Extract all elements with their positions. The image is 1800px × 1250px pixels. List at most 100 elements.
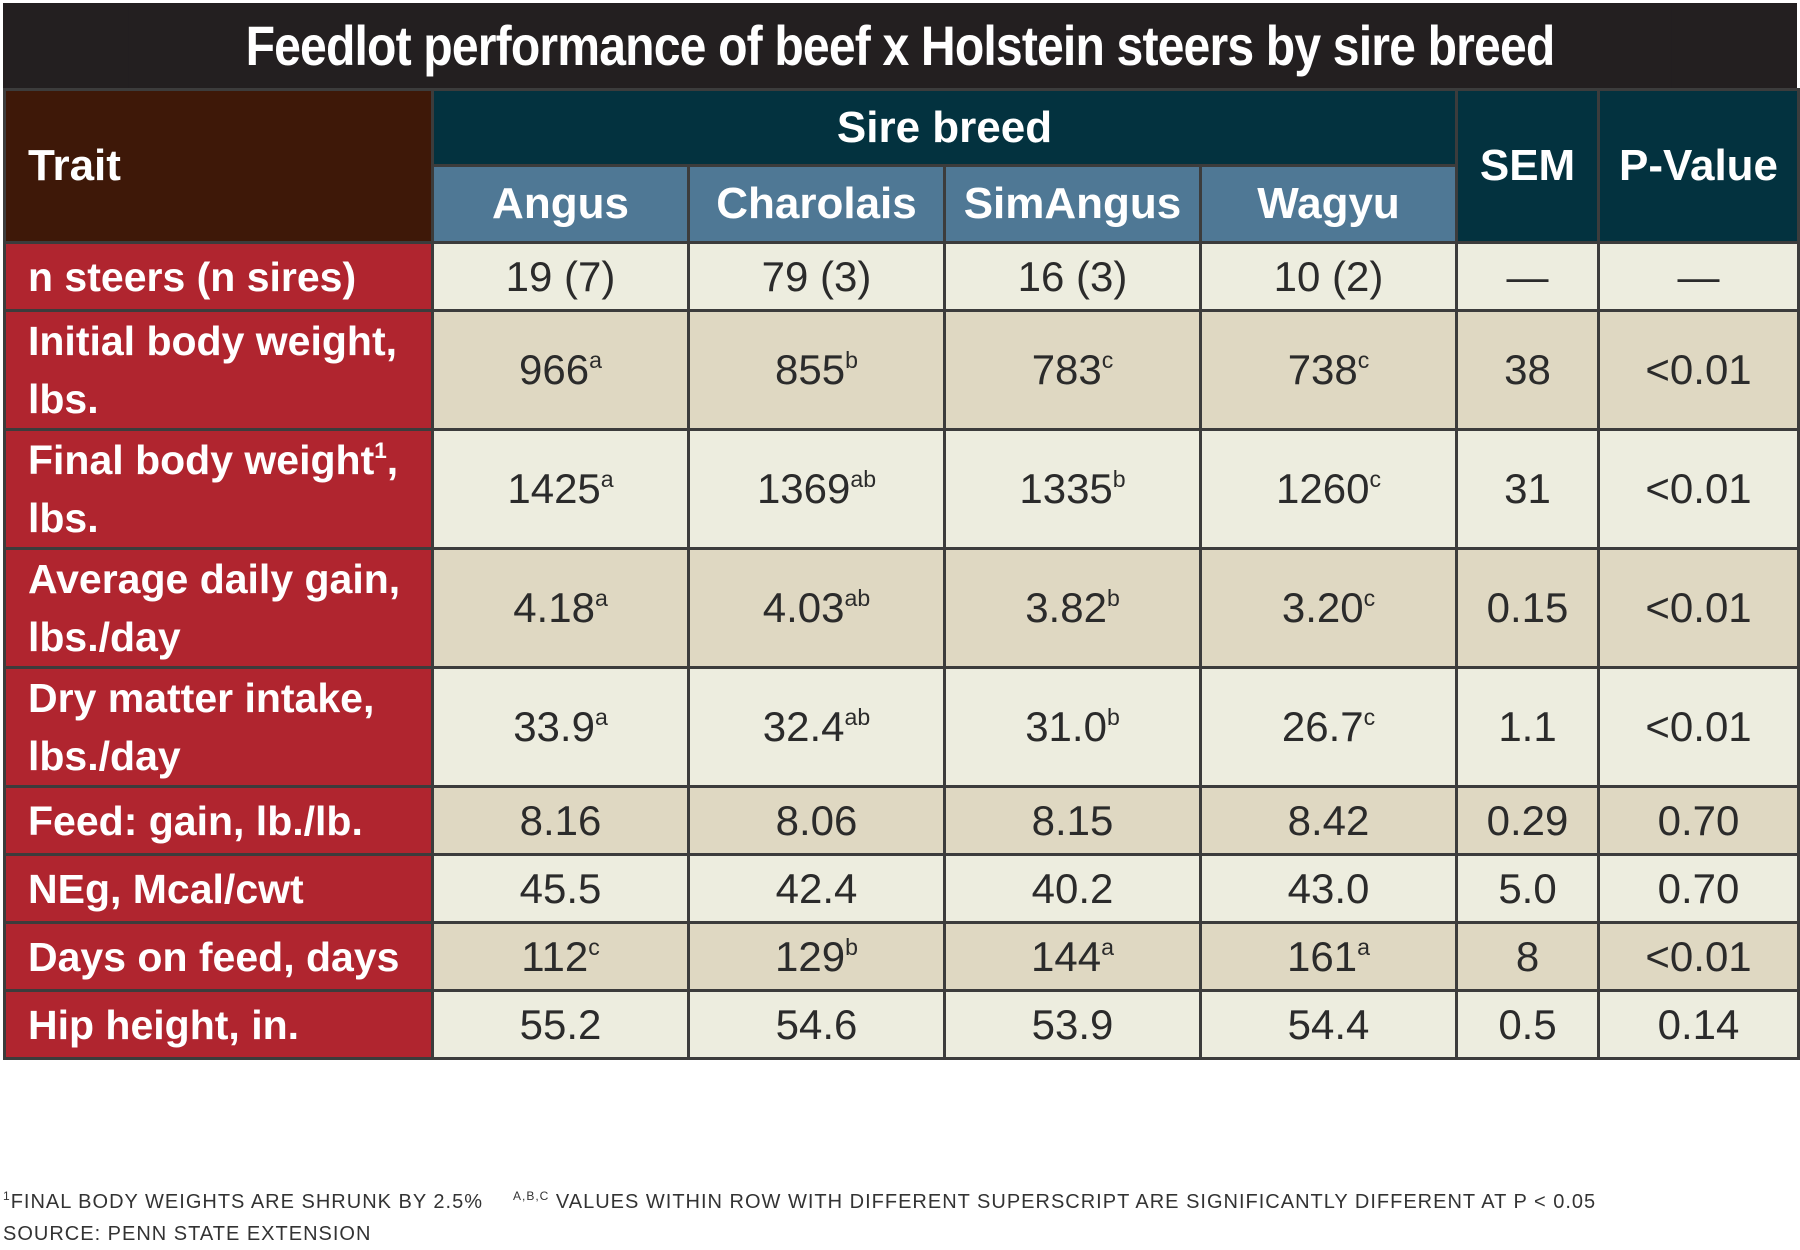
value-cell: 855b bbox=[687, 309, 946, 431]
value-number: 966 bbox=[519, 346, 590, 393]
value-number: 144 bbox=[1031, 932, 1102, 980]
value-number: 31.0 bbox=[1025, 703, 1107, 750]
value-superscript: c bbox=[588, 933, 600, 960]
p-value-cell: <0.01 bbox=[1597, 666, 1800, 788]
value-number: 10 (2) bbox=[1273, 252, 1384, 300]
value-cell: 40.2 bbox=[943, 853, 1202, 924]
value-number: 32.4 bbox=[762, 703, 845, 750]
value-number: 33.9 bbox=[513, 703, 595, 750]
value-number: 53.9 bbox=[1031, 1000, 1114, 1048]
trait-label: Days on feed, days bbox=[28, 933, 400, 980]
value-superscript: a bbox=[1101, 933, 1114, 960]
value-cell: 43.0 bbox=[1198, 853, 1459, 924]
value-superscript: a bbox=[594, 584, 608, 611]
trait-cell: NEg, Mcal/cwt bbox=[3, 853, 434, 924]
value-number: 26.7 bbox=[1281, 703, 1364, 750]
value-number: 40.2 bbox=[1031, 864, 1114, 912]
table-row: NEg, Mcal/cwt 45.5 42.4 40.2 43.0 5.0 0.70 bbox=[3, 853, 1800, 924]
value-number: 783 bbox=[1031, 346, 1102, 393]
value-superscript: a bbox=[594, 703, 608, 730]
value-number: 1425 bbox=[507, 465, 601, 512]
trait-footnote-marker: 1 bbox=[374, 438, 387, 464]
sem-cell: 38 bbox=[1455, 309, 1601, 431]
trait-cell: Final body weight1, lbs. bbox=[3, 428, 434, 550]
title-bar: Feedlot performance of beef x Holstein s… bbox=[3, 3, 1797, 88]
value-superscript: b bbox=[1112, 465, 1126, 492]
value-cell: 783c bbox=[943, 309, 1202, 431]
value-cell: 1260c bbox=[1198, 428, 1459, 550]
table-title: Feedlot performance of beef x Holstein s… bbox=[128, 3, 1672, 88]
value-number: 3.82 bbox=[1025, 584, 1107, 631]
source-line: SOURCE: PENN STATE EXTENSION bbox=[3, 1223, 372, 1245]
p-value-cell: <0.01 bbox=[1597, 309, 1800, 431]
value-superscript: b bbox=[1106, 584, 1120, 611]
value-superscript: c bbox=[1101, 346, 1114, 373]
value-cell: 1425a bbox=[431, 428, 690, 550]
value-cell: 966a bbox=[431, 309, 690, 431]
value-superscript: a bbox=[589, 346, 602, 373]
table-row: Initial body weight, lbs. 966a 855b 783c 738… bbox=[3, 309, 1800, 431]
table-row: Dry matter intake, lbs./day 33.9a 32.4ab 31… bbox=[3, 666, 1800, 788]
sem-cell: 0.5 bbox=[1455, 989, 1601, 1060]
value-number: 855 bbox=[775, 346, 846, 393]
value-superscript: ab bbox=[844, 703, 871, 730]
trait-label: Feed: gain, lb./lb. bbox=[28, 797, 363, 844]
value-cell: 26.7c bbox=[1198, 666, 1459, 788]
value-number: 8.06 bbox=[775, 796, 858, 844]
value-number: 55.2 bbox=[519, 1000, 602, 1048]
sem-cell: 31 bbox=[1455, 428, 1601, 550]
trait-label: Average daily gain, lbs./day bbox=[28, 556, 401, 660]
value-superscript: ab bbox=[844, 584, 871, 611]
p-value-cell: 0.70 bbox=[1597, 853, 1800, 924]
value-number: 8.42 bbox=[1287, 796, 1370, 844]
value-number: 161 bbox=[1287, 932, 1358, 980]
value-number: 16 (3) bbox=[1017, 252, 1128, 300]
trait-label: n steers (n sires) bbox=[28, 253, 357, 300]
value-superscript: c bbox=[1363, 584, 1376, 611]
value-superscript: b bbox=[845, 346, 858, 373]
header-breed: Charolais bbox=[687, 164, 946, 244]
value-cell: 42.4 bbox=[687, 853, 946, 924]
trait-label-tail: , lbs. bbox=[28, 437, 399, 541]
value-number: 54.6 bbox=[775, 1000, 858, 1048]
value-superscript: b bbox=[845, 933, 858, 960]
sem-cell: 8 bbox=[1455, 921, 1601, 992]
value-superscript: b bbox=[1106, 703, 1120, 730]
value-number: 112 bbox=[521, 932, 589, 980]
header-breed: Angus bbox=[431, 164, 690, 244]
value-cell: 54.6 bbox=[687, 989, 946, 1060]
value-cell: 738c bbox=[1198, 309, 1459, 431]
value-number: 738 bbox=[1287, 346, 1358, 393]
sem-cell: 0.29 bbox=[1455, 785, 1601, 856]
value-superscript: ab bbox=[850, 465, 877, 492]
trait-cell: Hip height, in. bbox=[3, 989, 434, 1060]
trait-label: NEg, Mcal/cwt bbox=[28, 865, 304, 912]
value-cell: 1335b bbox=[943, 428, 1202, 550]
value-cell: 31.0b bbox=[943, 666, 1202, 788]
footnote-1-marker: 1 bbox=[3, 1189, 11, 1203]
value-cell: 54.4 bbox=[1198, 989, 1459, 1060]
table-row: n steers (n sires) 19 (7) 79 (3) 16 (3) 10 (… bbox=[3, 241, 1800, 312]
header-breed: Wagyu bbox=[1198, 164, 1459, 244]
value-cell: 4.03ab bbox=[687, 547, 946, 669]
value-superscript: c bbox=[1369, 465, 1381, 492]
header-sem: SEM bbox=[1455, 88, 1601, 244]
table-row: Hip height, in. 55.2 54.6 53.9 54.4 0.5 0.14 bbox=[3, 989, 1800, 1060]
header-breed: SimAngus bbox=[943, 164, 1202, 244]
value-cell: 32.4ab bbox=[687, 666, 946, 788]
footnotes: 1FINAL BODY WEIGHTS ARE SHRUNK BY 2.5% A,… bbox=[3, 1180, 1797, 1250]
value-number: 8.15 bbox=[1031, 796, 1114, 844]
value-cell: 53.9 bbox=[943, 989, 1202, 1060]
p-value-cell: <0.01 bbox=[1597, 921, 1800, 992]
sem-cell: 5.0 bbox=[1455, 853, 1601, 924]
value-cell: 55.2 bbox=[431, 989, 690, 1060]
trait-cell: Feed: gain, lb./lb. bbox=[3, 785, 434, 856]
value-cell: 33.9a bbox=[431, 666, 690, 788]
value-cell: 10 (2) bbox=[1198, 241, 1459, 312]
value-cell: 19 (7) bbox=[431, 241, 690, 312]
performance-table: Trait Sire breed SEM P-Value Angus Charo… bbox=[3, 88, 1800, 1060]
value-cell: 8.15 bbox=[943, 785, 1202, 856]
trait-cell: Dry matter intake, lbs./day bbox=[3, 666, 434, 788]
value-superscript: a bbox=[600, 465, 614, 492]
sem-cell: 1.1 bbox=[1455, 666, 1601, 788]
